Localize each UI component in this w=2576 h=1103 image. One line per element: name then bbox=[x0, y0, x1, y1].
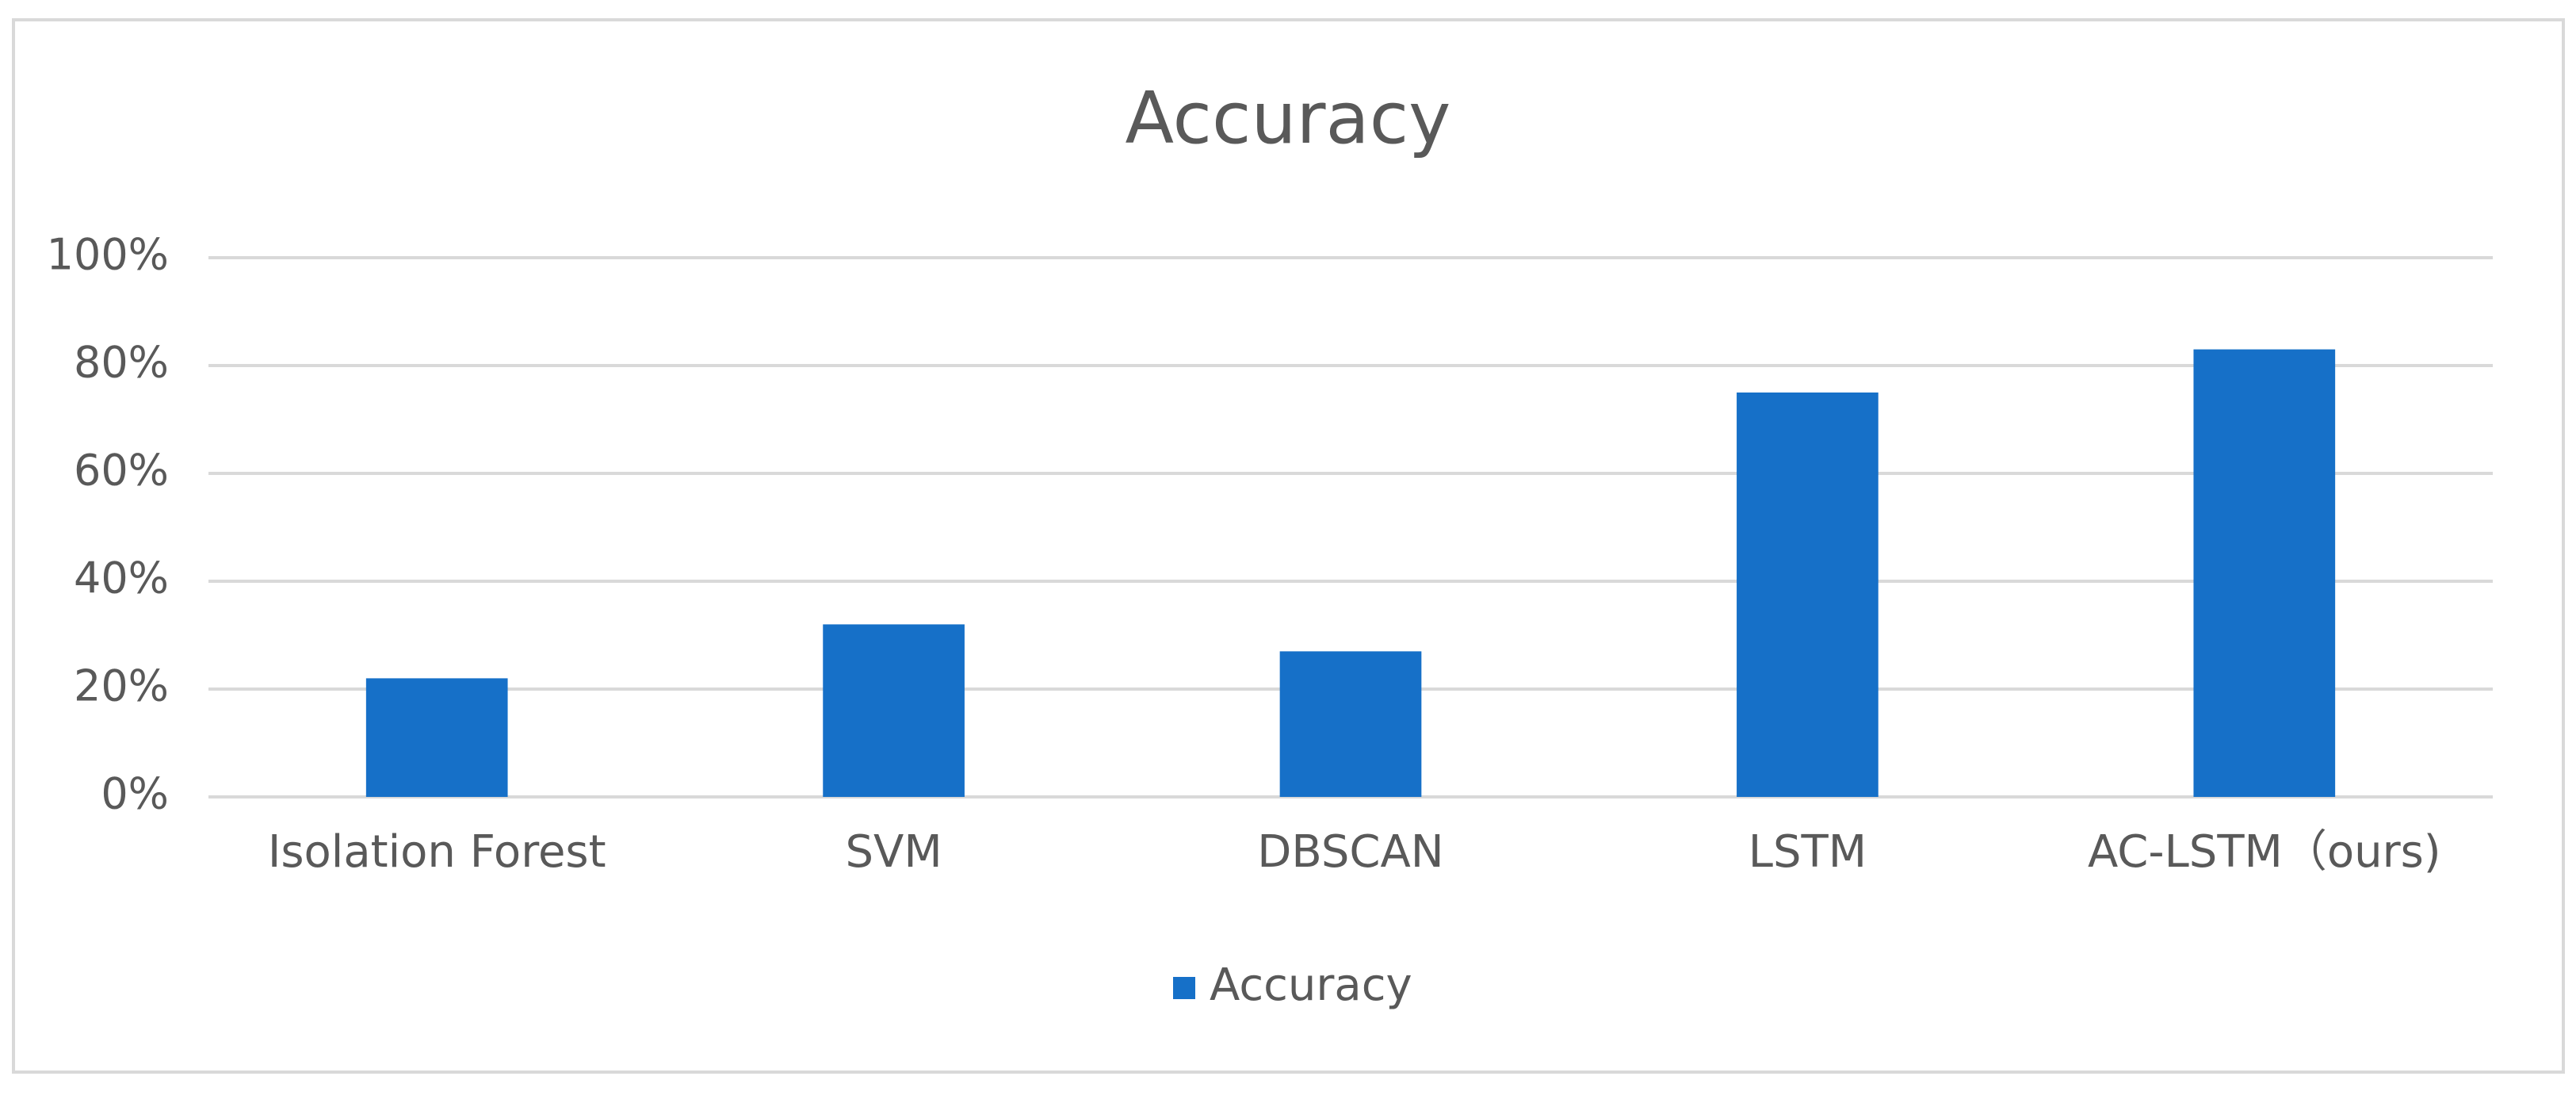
chart-border bbox=[12, 18, 2565, 1074]
bar bbox=[2193, 349, 2336, 798]
legend-label: Accuracy bbox=[1210, 959, 1412, 1011]
x-tick-label: DBSCAN bbox=[1257, 826, 1443, 878]
x-tick-label: Isolation Forest bbox=[268, 826, 606, 878]
bar bbox=[1279, 651, 1422, 797]
y-tick-label: 0% bbox=[101, 769, 169, 819]
bar bbox=[1737, 393, 1878, 797]
legend-swatch bbox=[1173, 977, 1195, 999]
x-tick-label: AC-LSTM（ours) bbox=[2088, 826, 2441, 878]
y-tick-label: 100% bbox=[47, 230, 169, 280]
bar bbox=[365, 678, 508, 797]
x-tick-label: SVM bbox=[846, 826, 942, 878]
bar bbox=[823, 624, 965, 797]
y-tick-label: 80% bbox=[74, 338, 169, 388]
y-tick-label: 40% bbox=[74, 553, 169, 603]
y-tick-label: 60% bbox=[74, 446, 169, 496]
x-tick-label: LSTM bbox=[1749, 826, 1867, 878]
chart-title: Accuracy bbox=[1126, 77, 1451, 160]
y-tick-label: 20% bbox=[74, 661, 169, 711]
